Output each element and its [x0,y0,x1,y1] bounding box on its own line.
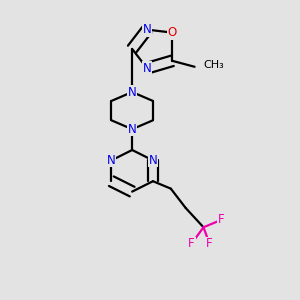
Text: N: N [143,62,152,75]
Text: O: O [168,26,177,39]
Text: N: N [148,154,157,167]
Text: F: F [206,237,213,250]
Text: N: N [143,23,152,36]
Text: N: N [107,154,116,167]
Text: N: N [128,123,136,136]
Text: F: F [188,237,195,250]
Text: CH₃: CH₃ [203,60,224,70]
Text: F: F [218,213,225,226]
Text: N: N [128,85,136,98]
